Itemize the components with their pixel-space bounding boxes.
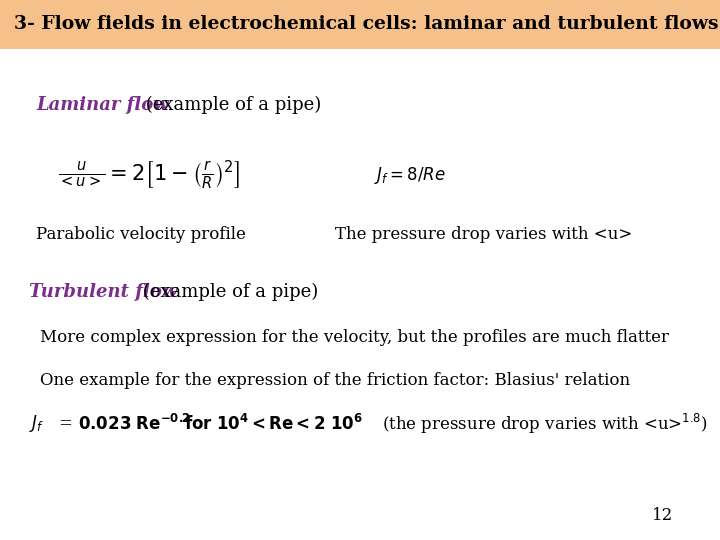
Text: Turbulent flow: Turbulent flow xyxy=(29,282,177,301)
Text: $\frac{u}{<u>} = 2\left[1-\left(\frac{r}{R}\right)^2\right]$: $\frac{u}{<u>} = 2\left[1-\left(\frac{r}… xyxy=(58,159,240,192)
Text: $J_f$: $J_f$ xyxy=(29,414,44,434)
Text: $\mathbf{0.023\ Re^{-0.2}}$: $\mathbf{0.023\ Re^{-0.2}}$ xyxy=(78,414,191,434)
Text: 3- Flow fields in electrochemical cells: laminar and turbulent flows: 3- Flow fields in electrochemical cells:… xyxy=(14,15,719,33)
Text: 12: 12 xyxy=(652,507,673,524)
Text: (example of a pipe): (example of a pipe) xyxy=(140,96,322,114)
FancyBboxPatch shape xyxy=(0,0,720,49)
Text: $J_f = 8/Re$: $J_f = 8/Re$ xyxy=(374,165,446,186)
Text: One example for the expression of the friction factor: Blasius' relation: One example for the expression of the fr… xyxy=(40,372,630,389)
Text: (example of a pipe): (example of a pipe) xyxy=(137,282,318,301)
Text: (the pressure drop varies with <u>$^{1.8}$): (the pressure drop varies with <u>$^{1.8… xyxy=(382,412,707,436)
Text: Parabolic velocity profile: Parabolic velocity profile xyxy=(36,226,246,244)
Text: The pressure drop varies with <u>: The pressure drop varies with <u> xyxy=(335,226,632,244)
Text: Laminar flow: Laminar flow xyxy=(36,96,168,114)
Text: =: = xyxy=(59,415,78,433)
Text: $\mathbf{for\ 10^4 < Re < 2\ 10^6}$: $\mathbf{for\ 10^4 < Re < 2\ 10^6}$ xyxy=(184,414,362,434)
Text: More complex expression for the velocity, but the profiles are much flatter: More complex expression for the velocity… xyxy=(40,329,669,346)
